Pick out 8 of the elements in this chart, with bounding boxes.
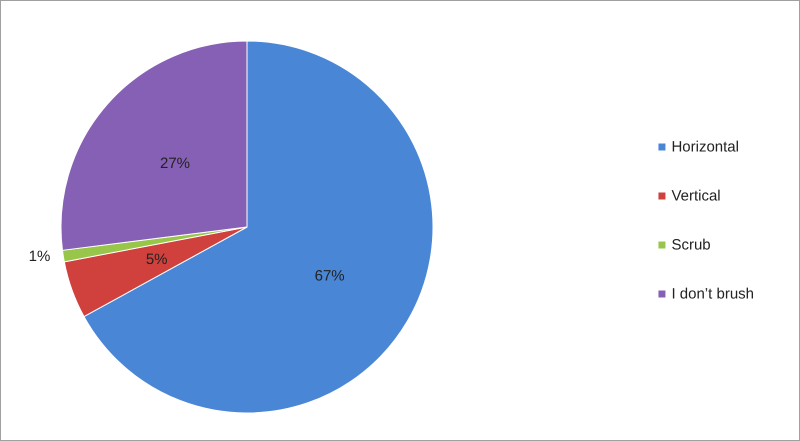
data-label: 67%	[314, 267, 345, 284]
legend-label: I don’t brush	[671, 286, 754, 302]
data-label: 1%	[28, 248, 50, 266]
data-label: 5%	[146, 251, 168, 268]
legend-label: Vertical	[671, 188, 721, 204]
legend-label: Horizontal	[671, 138, 739, 156]
legend-label: Scrub	[671, 236, 711, 254]
data-label: 27%	[160, 155, 190, 172]
